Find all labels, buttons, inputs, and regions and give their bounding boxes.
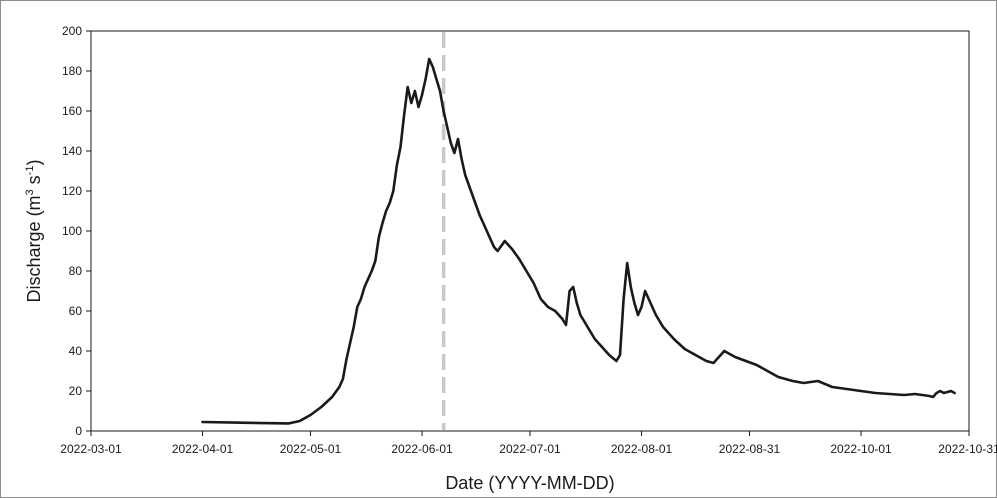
y-tick-label: 0 [75, 424, 82, 438]
x-tick-label: 2022-06-01 [391, 442, 453, 456]
y-tick-label: 200 [62, 24, 82, 38]
y-tick-label: 20 [69, 384, 83, 398]
x-axis-ticks: 2022-03-01 2022-04-01 2022-05-01 2022-06-01… [60, 431, 997, 456]
y-axis-ticks: 0 20 40 60 80 100 120 140 160 180 200 [62, 24, 91, 438]
x-tick-label: 2022-10-01 [830, 442, 892, 456]
plot-area [90, 30, 970, 432]
x-tick-label: 2022-08-01 [611, 442, 673, 456]
x-tick-label: 2022-05-01 [280, 442, 342, 456]
y-tick-label: 160 [62, 104, 82, 118]
x-axis-title: Date (YYYY-MM-DD) [445, 473, 614, 493]
x-tick-label: 2022-10-31 [938, 442, 997, 456]
y-tick-label: 180 [62, 64, 82, 78]
y-tick-label: 60 [69, 304, 83, 318]
x-tick-label: 2022-08-31 [719, 442, 781, 456]
y-axis-title: Discharge (m3 s-1) [24, 160, 44, 303]
x-tick-label: 2022-03-01 [60, 442, 122, 456]
y-axis-title-base: Discharge (m [24, 195, 44, 302]
y-tick-label: 100 [62, 224, 82, 238]
x-tick-label: 2022-04-01 [172, 442, 234, 456]
y-axis-title-end: ) [24, 160, 44, 166]
y-axis-title-sup-3: 3 [24, 189, 36, 195]
y-tick-label: 140 [62, 144, 82, 158]
y-tick-label: 120 [62, 184, 82, 198]
y-axis-title-sup-neg1: -1 [24, 166, 36, 176]
y-axis-title-mid: s [24, 175, 44, 189]
series-line-discharge [201, 57, 956, 425]
y-tick-label: 80 [69, 264, 83, 278]
x-tick-label: 2022-07-01 [499, 442, 561, 456]
y-tick-label: 40 [69, 344, 83, 358]
